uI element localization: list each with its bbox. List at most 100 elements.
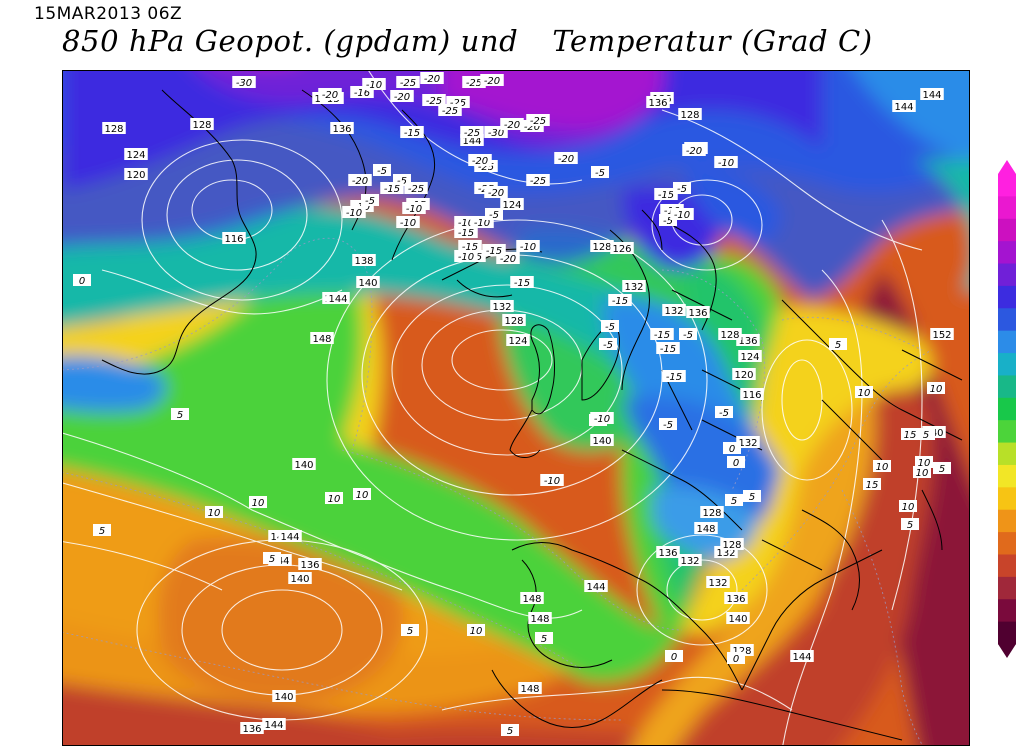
temperature-label: -15 bbox=[660, 344, 676, 355]
temperature-label-box bbox=[829, 338, 847, 350]
geopotential-label: 132 bbox=[664, 306, 683, 317]
temperature-label-box bbox=[915, 456, 933, 468]
temperature-label-box bbox=[342, 206, 366, 218]
temperature-label: -20 bbox=[484, 76, 500, 87]
temperature-label-box bbox=[917, 428, 935, 440]
temperature-label-box bbox=[93, 524, 111, 536]
temperature-label: -5 bbox=[719, 408, 729, 419]
temperature-label: 5 bbox=[731, 496, 737, 507]
geopotential-label: 116 bbox=[742, 390, 761, 401]
geopotential-label: 136 bbox=[658, 548, 677, 559]
map-title: 850 hPa Geopot. (gpdam) und Temperatur (G… bbox=[62, 24, 873, 58]
geopotential-label-box bbox=[124, 168, 148, 180]
title-geopotential: 850 hPa Geopot. (gpdam) und bbox=[62, 24, 519, 58]
temperature-label: -15 bbox=[658, 190, 674, 201]
temperature-label: -20 bbox=[524, 122, 540, 133]
geopotential-label-box bbox=[190, 118, 214, 130]
temperature-label: 10 bbox=[916, 468, 929, 479]
geopotential-label-box bbox=[262, 718, 286, 730]
temperature-label: -15 bbox=[486, 246, 502, 257]
temperature-label-box bbox=[656, 342, 680, 354]
temperature-label: -25 bbox=[400, 78, 416, 89]
geopotential-label-box bbox=[678, 108, 702, 120]
geopotential-label-box bbox=[622, 280, 646, 292]
geopotential-label-box bbox=[298, 558, 322, 570]
geopotential-label-box bbox=[920, 88, 944, 100]
geopotential-label-box bbox=[528, 612, 552, 624]
geopotential-label: 152 bbox=[932, 330, 951, 341]
temperature-label: 5 bbox=[749, 492, 755, 503]
temperature-label: 10 bbox=[902, 502, 915, 513]
geopotential-label-box bbox=[590, 434, 614, 446]
temperature-label: 0 bbox=[729, 444, 735, 455]
temperature-label-box bbox=[500, 118, 524, 130]
temperature-label: -15 bbox=[384, 184, 400, 195]
geopotential-label: 144 bbox=[894, 102, 913, 113]
temperature-label-box bbox=[927, 382, 945, 394]
geopotential-label: 128 bbox=[192, 120, 211, 131]
geopotential-label-box bbox=[736, 334, 760, 346]
geopotential-label-box bbox=[736, 436, 760, 448]
temperature-label: -15 bbox=[612, 296, 628, 307]
temperature-label: -20 bbox=[504, 120, 520, 131]
temperature-label: -15 bbox=[654, 330, 670, 341]
temperature-label-box bbox=[873, 460, 891, 472]
temperature-label: 0 bbox=[671, 652, 677, 663]
temperature-label-box bbox=[659, 418, 677, 430]
temperature-label-box bbox=[263, 552, 281, 564]
temperature-label-box bbox=[401, 624, 419, 636]
geopotential-label-box bbox=[584, 580, 608, 592]
temperature-label-box bbox=[373, 164, 391, 176]
temperature-label-box bbox=[901, 428, 919, 440]
geopotential-label-box bbox=[506, 334, 530, 346]
temperature-label: 10 bbox=[328, 494, 341, 505]
geopotential-label: 128 bbox=[702, 508, 721, 519]
geopotential-label-box bbox=[288, 572, 312, 584]
geopotential-label: 148 bbox=[522, 594, 541, 605]
geopotential-label: 132 bbox=[738, 438, 757, 449]
geopotential-label-box bbox=[732, 368, 756, 380]
temperature-label-box bbox=[591, 166, 609, 178]
temperature-label: 15 bbox=[866, 480, 879, 491]
temperature-label: -5 bbox=[595, 168, 605, 179]
temperature-label-box bbox=[482, 244, 506, 256]
temperature-label: 5 bbox=[541, 634, 547, 645]
temperature-label-box bbox=[396, 76, 420, 88]
geopotential-label: 124 bbox=[126, 150, 145, 161]
temperature-label: 15 bbox=[904, 430, 917, 441]
geopotential-label-box bbox=[292, 458, 316, 470]
geopotential-label: 136 bbox=[242, 724, 261, 735]
geopotential-label: 140 bbox=[294, 460, 313, 471]
color-scale-segment bbox=[998, 263, 1016, 287]
temperature-label-box bbox=[396, 216, 420, 228]
temperature-label-box bbox=[599, 338, 617, 350]
color-scale-segment bbox=[998, 285, 1016, 309]
geopotential-label-box bbox=[740, 388, 764, 400]
geopotential-label-box bbox=[124, 148, 148, 160]
isotherms bbox=[62, 237, 933, 746]
color-scale-segment bbox=[998, 576, 1016, 600]
geopotential-label-box bbox=[502, 314, 526, 326]
geopotential-label-box bbox=[686, 306, 710, 318]
geopotential-label-box bbox=[662, 304, 686, 316]
geopotential-label: 128 bbox=[732, 646, 751, 657]
geopotential-label: 132 bbox=[680, 556, 699, 567]
temperature-label-box bbox=[485, 208, 503, 220]
temperature-label-box bbox=[454, 250, 478, 262]
temperature-label: -10 bbox=[400, 218, 416, 229]
temperature-label: 5 bbox=[407, 626, 413, 637]
temperature-label: 10 bbox=[252, 498, 265, 509]
temperature-label-box bbox=[913, 466, 931, 478]
geopotential-label-box bbox=[310, 332, 334, 344]
temperature-label: -15 bbox=[462, 242, 478, 253]
temperature-label-box bbox=[205, 506, 223, 518]
temperature-label-box bbox=[535, 632, 553, 644]
temperature-label: -10 bbox=[594, 414, 610, 425]
geopotential-label-box bbox=[706, 576, 730, 588]
geopotential-label: 116 bbox=[224, 234, 243, 245]
color-scale-segment bbox=[998, 509, 1016, 533]
geopotential-label-box bbox=[518, 682, 542, 694]
temperature-label-box bbox=[468, 154, 492, 166]
temperature-label: -25 bbox=[478, 162, 494, 173]
geopotential-label-box bbox=[724, 592, 748, 604]
